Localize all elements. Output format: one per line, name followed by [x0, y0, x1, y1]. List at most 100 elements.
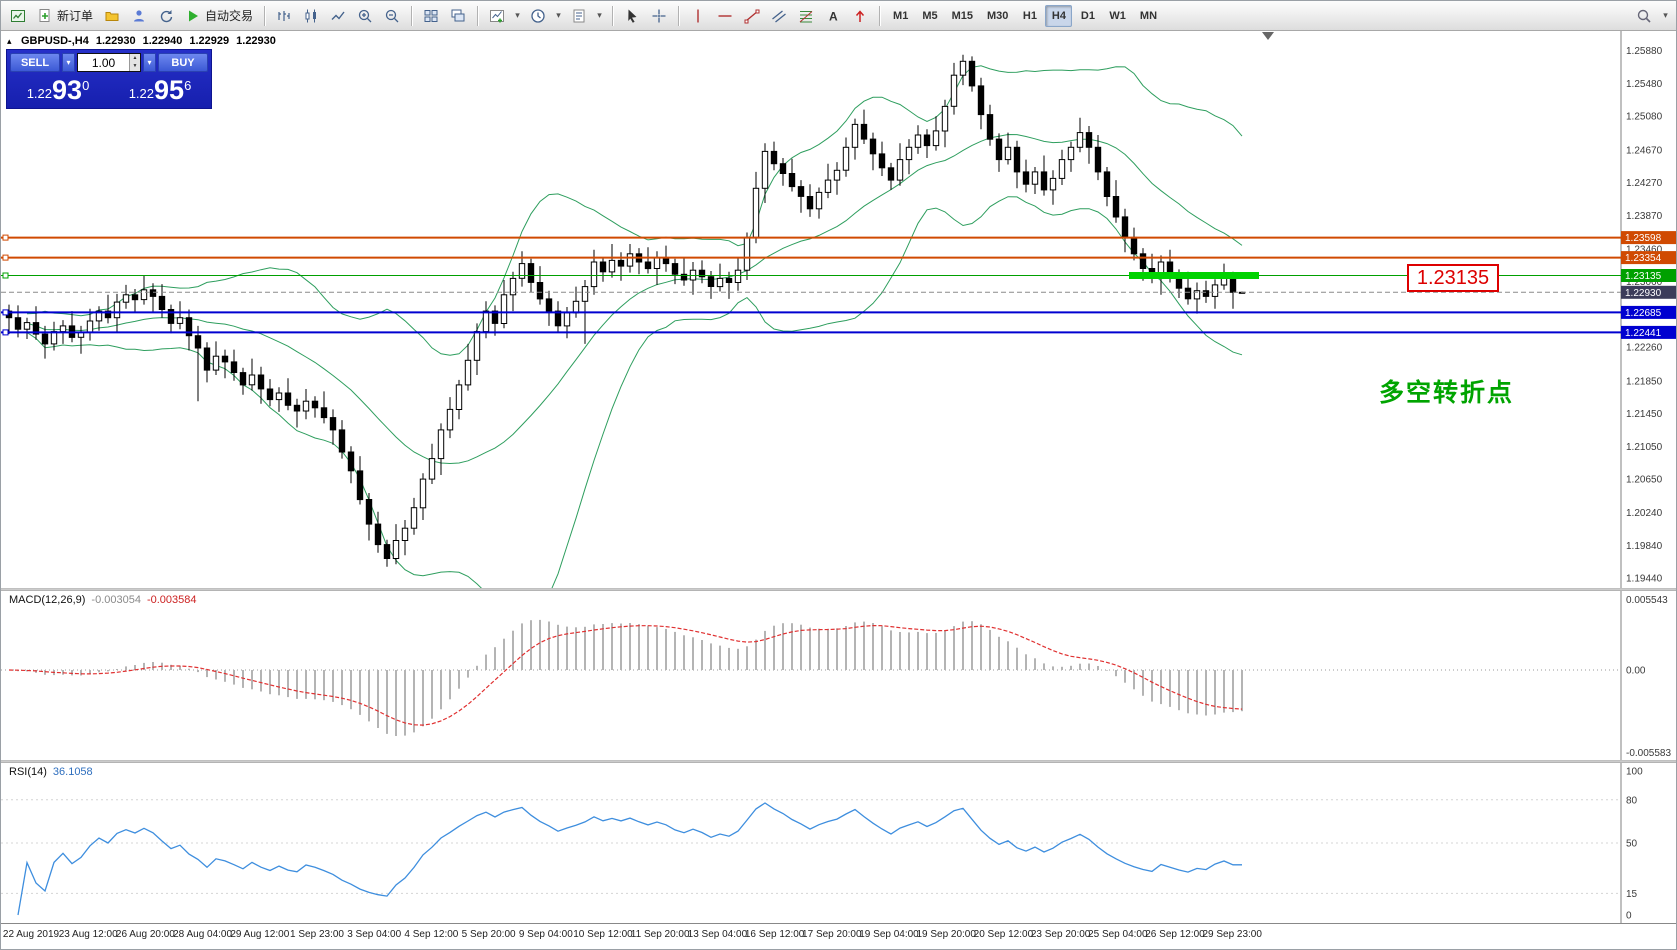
- time-axis-label: 23 Sep 20:00: [1030, 929, 1091, 940]
- ohlc-bars-icon: [278, 10, 290, 21]
- search-button[interactable]: [1631, 4, 1657, 28]
- channel-icon: [772, 9, 786, 23]
- cascade-windows-button[interactable]: [445, 4, 471, 28]
- new-order-button[interactable]: 新订单: [32, 4, 98, 28]
- volume-input[interactable]: [78, 54, 129, 71]
- volume-down-button[interactable]: ▼: [130, 62, 140, 71]
- timeframe-M30[interactable]: M30: [981, 5, 1014, 27]
- rsi-plot[interactable]: 100 80 50 15 0: [1, 763, 1677, 923]
- buy-dropdown-button[interactable]: ▾: [143, 53, 156, 72]
- candlestick-chart-button[interactable]: [298, 4, 324, 28]
- timeframe-W1[interactable]: W1: [1103, 5, 1132, 27]
- chart-window-icon[interactable]: [5, 4, 31, 28]
- time-axis-label: 25 Sep 04:00: [1088, 929, 1148, 940]
- charts-folder-button[interactable]: [99, 4, 125, 28]
- svg-text:15: 15: [1626, 889, 1638, 900]
- zoom-in-icon: [358, 9, 372, 22]
- svg-text:1.23870: 1.23870: [1626, 211, 1663, 222]
- zoom-out-icon: [385, 9, 399, 22]
- trade-panel-collapse-toggle[interactable]: ▴: [7, 36, 12, 46]
- tile-windows-button[interactable]: [418, 4, 444, 28]
- line-chart-button[interactable]: [325, 4, 351, 28]
- profile-button[interactable]: [126, 4, 152, 28]
- new-order-icon: [39, 8, 50, 22]
- toolbar-overflow-chevron[interactable]: ▾: [1659, 4, 1672, 28]
- refresh-icon: [160, 9, 173, 22]
- refresh-button[interactable]: [153, 4, 179, 28]
- bar-chart-button[interactable]: [271, 4, 297, 28]
- turning-point-annotation[interactable]: 多空转折点: [1379, 379, 1515, 407]
- candlestick-icon: [305, 9, 317, 22]
- arrows-tool[interactable]: [847, 4, 873, 28]
- time-axis-label: 13 Sep 04:00: [687, 929, 748, 940]
- timeframe-M5[interactable]: M5: [916, 5, 943, 27]
- fibonacci-tool[interactable]: [793, 4, 819, 28]
- svg-text:1.23060: 1.23060: [1626, 277, 1663, 288]
- channel-tool[interactable]: [766, 4, 792, 28]
- sell-button[interactable]: SELL: [10, 53, 60, 72]
- time-axis[interactable]: 22 Aug 2019 23 Aug 12:00 26 Aug 20:00 28 Au…: [1, 923, 1676, 947]
- timeframe-D1[interactable]: D1: [1074, 5, 1101, 27]
- price-annotation-box[interactable]: 1.23135: [1407, 264, 1499, 292]
- svg-text:A: A: [829, 9, 838, 23]
- timeframe-H1[interactable]: H1: [1016, 5, 1043, 27]
- cursor-icon: [628, 9, 637, 23]
- ask-price-display: 1.22 95 6: [128, 75, 192, 105]
- rsi-indicator-label: RSI(14) 36.1058: [9, 766, 93, 778]
- panel-splitter[interactable]: [1, 588, 1676, 591]
- time-axis-label: 4 Sep 12:00: [404, 929, 459, 940]
- close-value: 1.22930: [236, 35, 276, 47]
- svg-text:0: 0: [1626, 911, 1632, 922]
- volume-up-button[interactable]: ▲: [130, 54, 140, 63]
- toolbar: 新订单 自动交易 ▾ ▾ ▾ A: [1, 1, 1676, 31]
- vertical-line-tool[interactable]: [685, 4, 711, 28]
- horizontal-line-tool[interactable]: [712, 4, 738, 28]
- svg-text:1.20240: 1.20240: [1626, 508, 1663, 519]
- new-order-label: 新订单: [57, 9, 94, 23]
- open-value: 1.22930: [95, 35, 136, 47]
- svg-text:1.22930: 1.22930: [1625, 288, 1662, 299]
- buy-button[interactable]: BUY: [158, 53, 208, 72]
- line-handle: [2, 272, 9, 279]
- templates-dropdown[interactable]: ▾: [593, 4, 606, 28]
- indicators-dropdown[interactable]: ▾: [511, 4, 524, 28]
- folder-icon: [105, 11, 119, 21]
- timeframe-MN[interactable]: MN: [1134, 5, 1163, 27]
- time-axis-label: 20 Sep 12:00: [973, 929, 1034, 940]
- macd-indicator-label: MACD(12,26,9) -0.003054 -0.003584: [9, 594, 197, 606]
- periods-button[interactable]: [525, 4, 551, 28]
- sell-dropdown-button[interactable]: ▾: [62, 53, 75, 72]
- toolbar-separator: [612, 5, 614, 26]
- timeframe-M1[interactable]: M1: [887, 5, 914, 27]
- time-axis-label: 29 Sep 23:00: [1202, 929, 1262, 940]
- trendline-icon: [744, 9, 760, 23]
- timeframe-H4[interactable]: H4: [1045, 4, 1073, 27]
- time-axis-label: 11 Sep 20:00: [630, 929, 690, 940]
- toolbar-separator: [879, 5, 881, 26]
- trendline-tool[interactable]: [739, 4, 765, 28]
- svg-text:1.21850: 1.21850: [1626, 376, 1663, 387]
- periods-dropdown[interactable]: ▾: [552, 4, 565, 28]
- timeframe-M15[interactable]: M15: [946, 5, 979, 27]
- crosshair-button[interactable]: [646, 4, 672, 28]
- mini-chart-icon: [11, 9, 25, 22]
- zoom-out-button[interactable]: [379, 4, 405, 28]
- panel-splitter[interactable]: [1, 760, 1676, 763]
- time-axis-label: 29 Aug 12:00: [230, 929, 290, 940]
- text-tool[interactable]: A: [820, 4, 846, 28]
- toolbar-separator: [264, 5, 266, 26]
- indicators-button[interactable]: [484, 4, 510, 28]
- chart-ohlc-header: GBPUSD-,H4 1.22930 1.22940 1.22929 1.229…: [21, 35, 276, 47]
- svg-text:1.19840: 1.19840: [1626, 541, 1663, 552]
- cursor-button[interactable]: [619, 4, 645, 28]
- zoom-in-button[interactable]: [352, 4, 378, 28]
- svg-text:1.20650: 1.20650: [1626, 475, 1663, 486]
- macd-plot[interactable]: 0.005543 0.00 -0.005583: [1, 591, 1677, 760]
- autotrading-button[interactable]: 自动交易: [180, 4, 258, 28]
- svg-text:1.25880: 1.25880: [1626, 46, 1663, 57]
- symbol-period: GBPUSD-,H4: [21, 35, 89, 47]
- templates-button[interactable]: [566, 4, 592, 28]
- candlestick-plot[interactable]: 1.25880 1.25480 1.25080 1.24670 1.24270 1.238…: [1, 31, 1677, 588]
